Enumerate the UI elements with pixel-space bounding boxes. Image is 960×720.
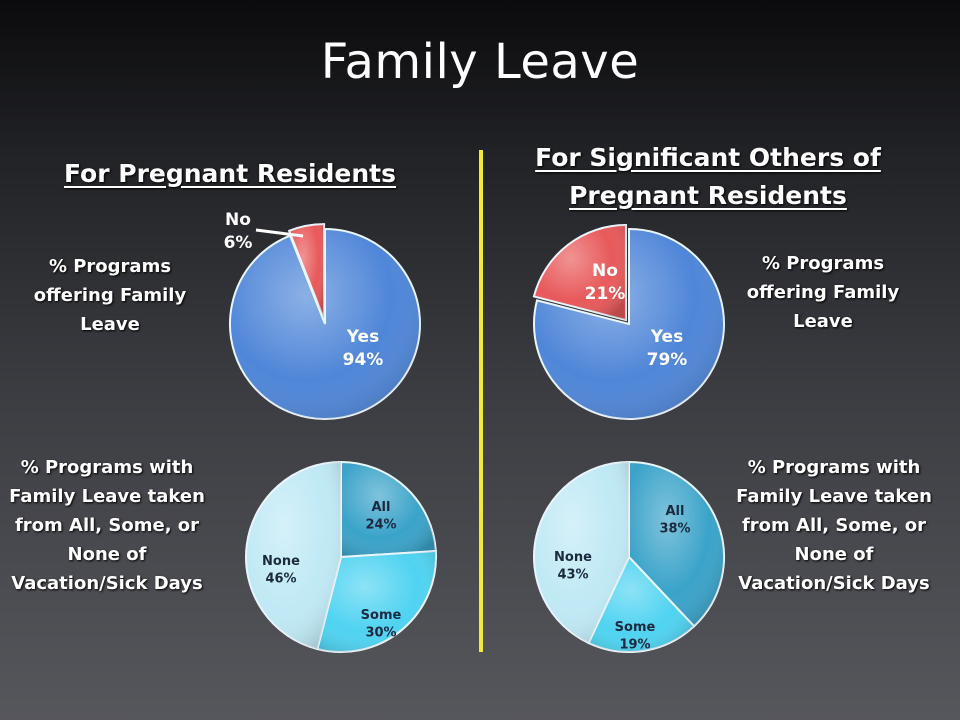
pie-slice-yes-shine xyxy=(230,229,420,419)
label-line: Vacation/Sick Days xyxy=(738,573,930,594)
label-line: offering Family xyxy=(746,282,900,303)
slice-label-yes: Yes xyxy=(650,327,683,347)
slice-value-none: 46% xyxy=(265,572,296,587)
pie-slice-no-shine xyxy=(533,225,626,321)
label-line: % Programs with xyxy=(20,457,194,478)
right-offering-label: % Programs offering Family Leave xyxy=(733,249,913,336)
slice-value-none: 43% xyxy=(557,568,588,583)
pie-slice-none-shine xyxy=(245,462,341,650)
slice-value-no: 21% xyxy=(585,284,626,304)
pie-chart-pregnant-offering: Yes 94% No 6% xyxy=(224,210,421,420)
slice-value-all: 24% xyxy=(365,518,396,533)
right-taken-label: % Programs with Family Leave taken from … xyxy=(728,453,940,598)
label-line: % Programs with xyxy=(747,457,921,478)
slice-label-all: All xyxy=(372,500,391,515)
slice-value-no: 6% xyxy=(224,233,253,253)
pie-slice-none-shine xyxy=(534,462,629,643)
label-line: Family Leave taken xyxy=(736,486,932,507)
right-heading-line-1: For Significant Others of xyxy=(535,143,881,172)
label-line: None of xyxy=(794,544,874,565)
label-line: Vacation/Sick Days xyxy=(11,573,203,594)
pie-chart-pregnant-vacation: All 24% Some 30% None 46% xyxy=(245,460,437,653)
pie-slice-some-shine xyxy=(317,551,436,652)
left-heading-text: For Pregnant Residents xyxy=(63,159,397,188)
pie-slice-all-shine xyxy=(341,462,436,557)
label-line: % Programs xyxy=(761,253,885,274)
slice-value-yes: 79% xyxy=(647,350,688,370)
label-line: None of xyxy=(67,544,147,565)
right-heading-line-2: Pregnant Residents xyxy=(569,181,847,210)
pie-slice-no-shine xyxy=(289,224,325,320)
slice-label-some: Some xyxy=(615,620,656,635)
slice-label-some: Some xyxy=(361,608,402,623)
label-line: Leave xyxy=(793,311,853,332)
label-line: Leave xyxy=(80,314,140,335)
right-column-heading: For Significant Others of Pregnant Resid… xyxy=(508,139,908,215)
pie-slice-yes-shine xyxy=(534,229,724,419)
pie-chart-significant-others-vacation: All 38% Some 19% None 43% xyxy=(533,460,725,653)
label-line: from All, Some, or xyxy=(14,515,200,536)
left-offering-label: % Programs offering Family Leave xyxy=(20,252,200,339)
slice-label-no: No xyxy=(225,210,251,230)
left-column-heading: For Pregnant Residents xyxy=(40,155,420,193)
label-line: from All, Some, or xyxy=(741,515,927,536)
pie-slice-all-shine xyxy=(629,462,724,627)
column-divider xyxy=(479,150,483,652)
pie-chart-significant-others-offering: Yes 79% No 21% xyxy=(532,224,725,420)
slice-label-none: None xyxy=(262,554,300,569)
slice-value-some: 30% xyxy=(365,626,396,641)
slice-leader-line-no xyxy=(255,228,304,238)
left-taken-label: % Programs with Family Leave taken from … xyxy=(2,453,212,598)
label-line: offering Family xyxy=(33,285,187,306)
slice-label-no: No xyxy=(592,261,618,281)
slice-value-some: 19% xyxy=(619,638,650,653)
slice-value-yes: 94% xyxy=(343,350,384,370)
label-line: Family Leave taken xyxy=(9,486,205,507)
label-line: % Programs xyxy=(48,256,172,277)
slice-label-yes: Yes xyxy=(346,327,379,347)
slice-label-none: None xyxy=(554,550,592,565)
pie-slice-some-shine xyxy=(588,557,695,652)
slice-value-all: 38% xyxy=(659,522,690,537)
page-title: Family Leave xyxy=(320,34,640,90)
slice-label-all: All xyxy=(666,504,685,519)
